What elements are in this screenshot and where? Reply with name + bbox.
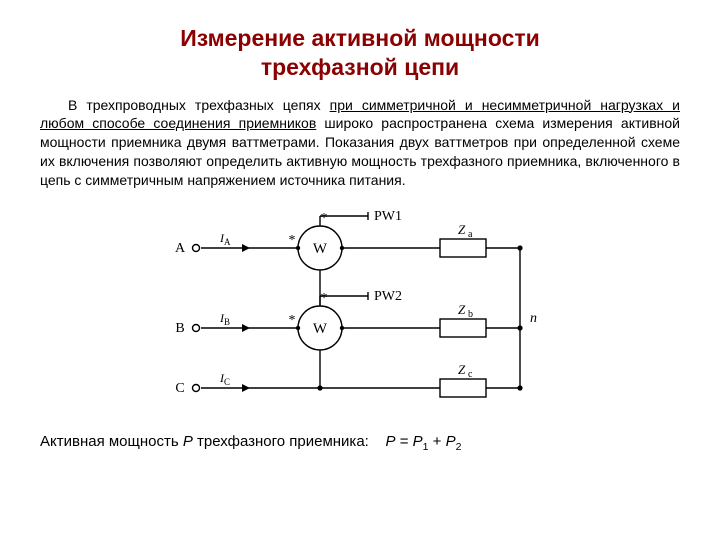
formula-P: P bbox=[183, 433, 193, 450]
svg-text:n: n bbox=[530, 311, 537, 326]
svg-text:PW1: PW1 bbox=[374, 209, 402, 224]
title-line-1: Измерение активной мощности bbox=[180, 25, 540, 51]
svg-text:A: A bbox=[224, 237, 231, 247]
formula-p1: P bbox=[413, 433, 423, 450]
svg-text:C: C bbox=[175, 381, 184, 396]
svg-text:*: * bbox=[321, 291, 328, 306]
svg-text:Z: Z bbox=[458, 222, 466, 237]
svg-text:a: a bbox=[468, 229, 473, 240]
svg-text:C: C bbox=[224, 377, 230, 387]
title-line-2: трехфазной цепи bbox=[261, 54, 459, 80]
formula-mid: трехфазного приемника: bbox=[193, 433, 369, 450]
svg-text:*: * bbox=[289, 313, 296, 328]
svg-text:PW2: PW2 bbox=[374, 289, 402, 304]
svg-text:Z: Z bbox=[458, 302, 466, 317]
svg-text:B: B bbox=[224, 317, 230, 327]
para-lead: В трехпроводных трехфазных цепях bbox=[68, 97, 330, 113]
body-paragraph: В трехпроводных трехфазных цепях при сим… bbox=[40, 96, 680, 190]
formula-eq: = bbox=[400, 433, 413, 450]
svg-text:Z: Z bbox=[458, 362, 466, 377]
svg-text:W: W bbox=[313, 241, 328, 257]
formula-line: Активная мощность P трехфазного приемник… bbox=[40, 433, 680, 453]
formula-sub2: 2 bbox=[456, 441, 462, 453]
svg-text:B: B bbox=[175, 321, 184, 336]
circuit-diagram: AIABIBCICWPW1**WPW2**ZaZbZcn bbox=[40, 200, 680, 425]
svg-text:W: W bbox=[313, 321, 328, 337]
formula-plus: + bbox=[429, 433, 446, 450]
formula-p2: P bbox=[446, 433, 456, 450]
svg-text:A: A bbox=[175, 241, 186, 256]
svg-text:c: c bbox=[468, 369, 473, 380]
circuit-svg: AIABIBCICWPW1**WPW2**ZaZbZcn bbox=[160, 200, 560, 425]
svg-text:*: * bbox=[321, 211, 328, 226]
page-title: Измерение активной мощности трехфазной ц… bbox=[40, 24, 680, 82]
svg-text:b: b bbox=[468, 309, 473, 320]
svg-text:*: * bbox=[289, 233, 296, 248]
formula-prefix: Активная мощность bbox=[40, 433, 183, 450]
formula-lhs: P bbox=[386, 433, 396, 450]
